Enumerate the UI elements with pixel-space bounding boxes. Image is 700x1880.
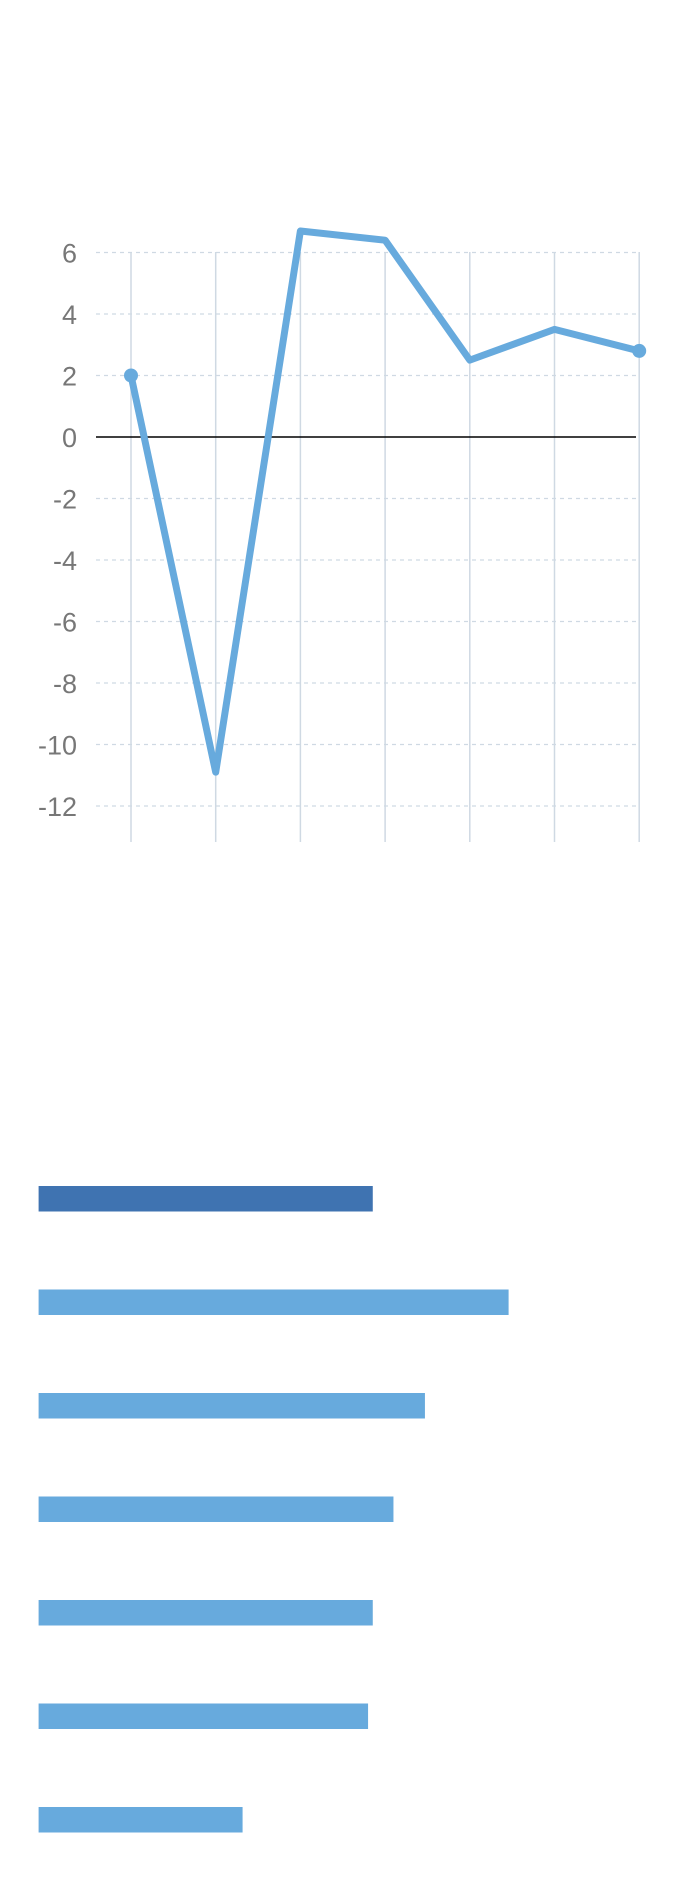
y-tick-label: -8 (53, 669, 77, 699)
y-tick-label: -12 (38, 792, 77, 822)
bar[interactable] (38, 1600, 373, 1626)
y-tick-label: -4 (53, 546, 77, 576)
bar[interactable] (38, 1186, 373, 1212)
data-point[interactable] (124, 368, 138, 383)
y-tick-label: -6 (53, 608, 77, 638)
line-series (127, 227, 643, 776)
y-tick-label: -2 (53, 485, 77, 515)
line-chart: 6 4 2 0 -2 -4 -6 -8 -10 -12 (38, 227, 647, 842)
y-tick-label: 6 (62, 239, 77, 269)
bar[interactable] (38, 1807, 243, 1833)
y-tick-label: 0 (62, 423, 77, 453)
bar[interactable] (38, 1393, 425, 1419)
y-tick-label: -10 (38, 731, 77, 761)
data-point[interactable] (632, 343, 647, 358)
y-tick-label: 4 (62, 300, 77, 330)
bar[interactable] (38, 1703, 369, 1730)
bar[interactable] (38, 1289, 509, 1316)
bar[interactable] (38, 1496, 394, 1523)
y-tick-label: 2 (62, 362, 77, 392)
